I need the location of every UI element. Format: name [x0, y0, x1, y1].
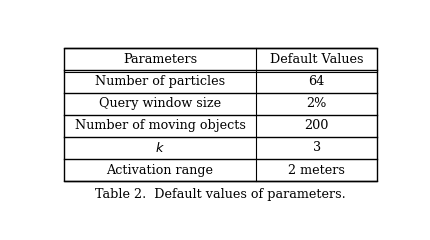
Text: 3: 3 [313, 142, 321, 155]
Text: Number of moving objects: Number of moving objects [75, 119, 246, 132]
Text: 2%: 2% [307, 97, 327, 110]
Text: Table 2.  Default values of parameters.: Table 2. Default values of parameters. [95, 188, 346, 201]
Text: Parameters: Parameters [123, 53, 197, 66]
Text: Number of particles: Number of particles [95, 75, 225, 88]
Text: Activation range: Activation range [107, 164, 214, 177]
Text: $k$: $k$ [155, 141, 165, 155]
Text: Default Values: Default Values [270, 53, 363, 66]
Text: 200: 200 [304, 119, 329, 132]
Text: 64: 64 [309, 75, 325, 88]
Text: 2 meters: 2 meters [288, 164, 345, 177]
Text: Query window size: Query window size [99, 97, 221, 110]
